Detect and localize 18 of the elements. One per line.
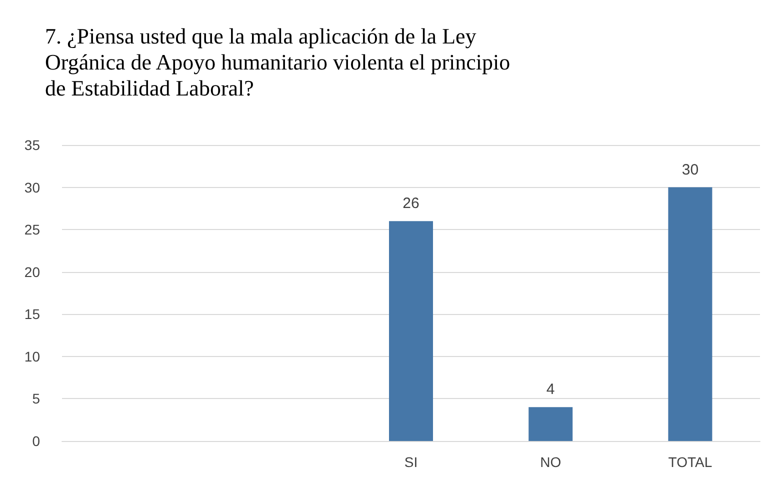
bar <box>668 187 712 441</box>
data-label: 4 <box>546 381 555 398</box>
data-label: 30 <box>682 161 699 178</box>
y-tick-label: 15 <box>24 306 40 322</box>
bar <box>528 407 573 441</box>
y-tick-label: 10 <box>24 348 40 364</box>
chart-title: 7. ¿Piensa usted que la mala aplicación de la Ley Orgánica de Apoyo humanitario violenta el principio de Estabilidad Laboral? <box>45 24 510 100</box>
bar <box>389 221 433 441</box>
y-tick-label: 25 <box>24 222 40 238</box>
y-tick-label: 35 <box>24 137 40 153</box>
data-label: 26 <box>402 195 420 212</box>
y-tick-label: 5 <box>32 390 40 407</box>
x-tick-label: TOTAL <box>668 454 712 470</box>
y-tick-label: 20 <box>24 264 40 280</box>
x-tick-label: SI <box>404 454 418 470</box>
y-tick-label: 0 <box>32 433 40 449</box>
y-tick-label: 30 <box>24 179 40 196</box>
x-tick-label: NO <box>540 454 562 470</box>
